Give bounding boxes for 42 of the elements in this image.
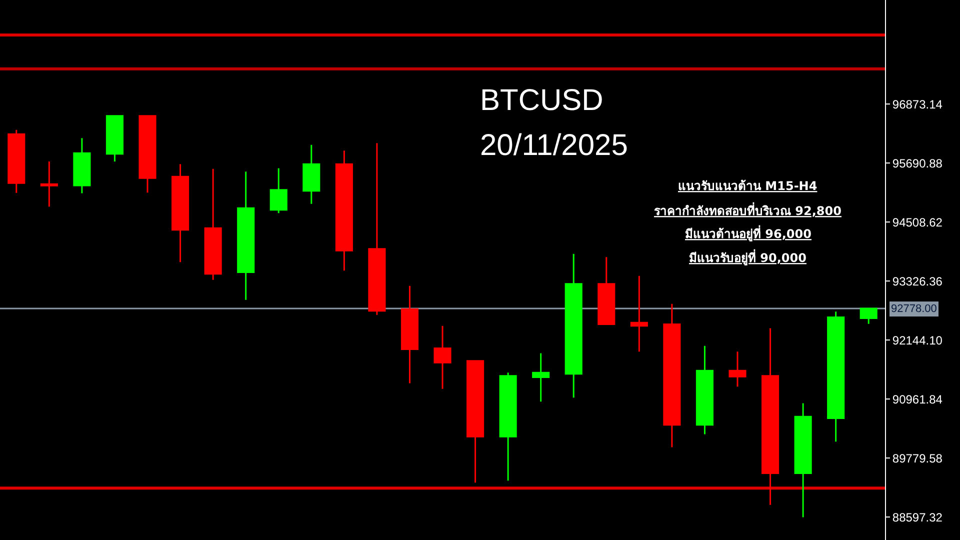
candlestick: [204, 168, 222, 281]
candlestick: [564, 253, 582, 398]
candlestick: [73, 137, 91, 194]
candlestick: [762, 327, 780, 506]
candlestick: [696, 345, 714, 435]
y-tick-label: 90961.84: [892, 392, 943, 406]
ref-line-label: 92778.00: [891, 303, 937, 315]
candlestick: [794, 402, 812, 518]
y-tick-label: 93326.36: [892, 274, 943, 288]
candlestick: [466, 360, 484, 484]
annotation: แนวรับแนวต้าน M15-H4: [678, 179, 818, 193]
y-tick-label: 92144.10: [892, 333, 943, 348]
candlestick: [827, 310, 845, 442]
y-tick-label: 89779.58: [892, 451, 943, 466]
candlestick: [434, 325, 452, 390]
candlestick: [368, 142, 386, 316]
text: 20/11/2025: [480, 129, 628, 162]
annotation: ราคากำลังทดสอบที่บริเวณ 92,800: [654, 202, 842, 218]
y-tick-label: 94508.62: [892, 215, 943, 230]
candlestick: [106, 115, 124, 162]
candlestick: [598, 256, 616, 325]
candlestick: [40, 160, 58, 208]
candlestick: [138, 115, 156, 194]
annotation: มีแนวต้านอยู่ที่ 96,000: [685, 225, 812, 242]
candlestick: [400, 285, 418, 384]
text: BTCUSD: [480, 84, 604, 117]
y-tick-label: 96873.14: [892, 97, 943, 112]
candlestick: [728, 350, 746, 388]
candlestick: [860, 307, 878, 325]
candlestick: [663, 303, 681, 448]
y-tick-label: 95690.88: [892, 156, 943, 170]
candlestick: [8, 129, 26, 194]
candlestick: [302, 144, 320, 205]
candlestick: [499, 372, 517, 482]
y-tick-label: 88597.32: [892, 510, 943, 524]
candlestick: [237, 170, 255, 301]
candlestick: [172, 163, 190, 263]
candlestick: [335, 150, 353, 272]
candlestick: [532, 352, 550, 402]
candlestick: [270, 167, 288, 214]
annotation: มีแนวรับอยู่ที่ 90,000: [689, 249, 806, 266]
candlestick: [630, 275, 648, 352]
